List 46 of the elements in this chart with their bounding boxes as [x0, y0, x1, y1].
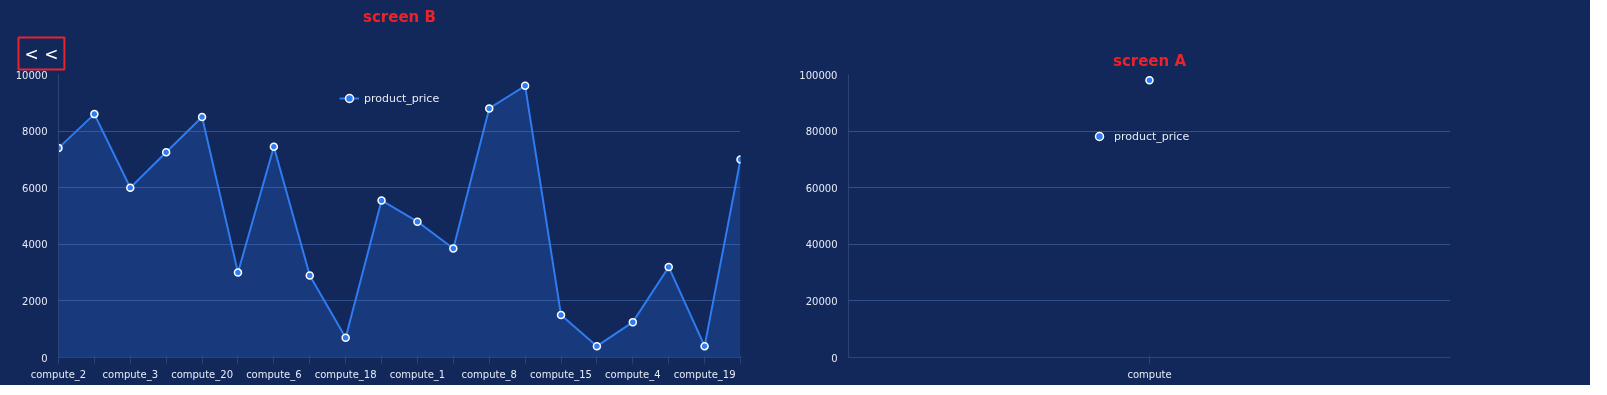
y-tick-label: 60000: [805, 182, 838, 194]
point: [413, 217, 422, 226]
point: [592, 341, 602, 351]
x-tick-label: compute_15: [530, 368, 592, 381]
y-tick-label: 6000: [22, 182, 48, 194]
x-tick-label: compute_18: [314, 368, 377, 381]
x-tick-label: compute: [1127, 368, 1172, 380]
point: [305, 271, 315, 280]
point: [700, 341, 709, 351]
y-tick-label: 4000: [22, 239, 48, 251]
y-tick-label: 0: [41, 352, 48, 364]
x-tick-label: compute_4: [605, 368, 661, 381]
y-tick-label: 40000: [805, 239, 838, 251]
point: [377, 196, 386, 205]
x-tick-label: compute_6: [246, 368, 302, 381]
text: < <: [24, 43, 59, 64]
point: [269, 142, 279, 151]
point: [341, 333, 350, 342]
point: [484, 104, 494, 113]
legend-label: product_price: [1114, 129, 1190, 143]
y-tick-label: 2000: [22, 295, 48, 307]
x-tick-label: compute_8: [461, 368, 517, 381]
y-tick-label: 10000: [15, 69, 48, 81]
point: [449, 244, 458, 253]
y-tick-label: 8000: [22, 126, 48, 138]
point: [126, 183, 135, 192]
point: [520, 81, 530, 91]
chart-title: screen A: [1112, 51, 1187, 70]
chart-title: screen B: [363, 7, 436, 26]
y-tick-label: 80000: [805, 126, 838, 138]
point: [233, 268, 243, 277]
x-tick-label: compute_1: [389, 368, 446, 381]
legend-label: product_price: [364, 91, 440, 105]
y-tick-label: 20000: [805, 295, 838, 307]
x-tick-label: compute_2: [30, 368, 87, 381]
point: [664, 262, 673, 272]
point: [90, 109, 99, 119]
x-tick-label: compute_3: [102, 368, 159, 381]
point: [161, 148, 171, 157]
y-tick-label: 100000: [799, 69, 838, 81]
x-tick-label: compute_20: [171, 368, 233, 381]
y-tick-label: 0: [831, 352, 838, 364]
x-tick-label: compute_19: [673, 368, 736, 381]
point: [556, 310, 566, 320]
point: [628, 317, 638, 327]
point: [197, 112, 207, 122]
